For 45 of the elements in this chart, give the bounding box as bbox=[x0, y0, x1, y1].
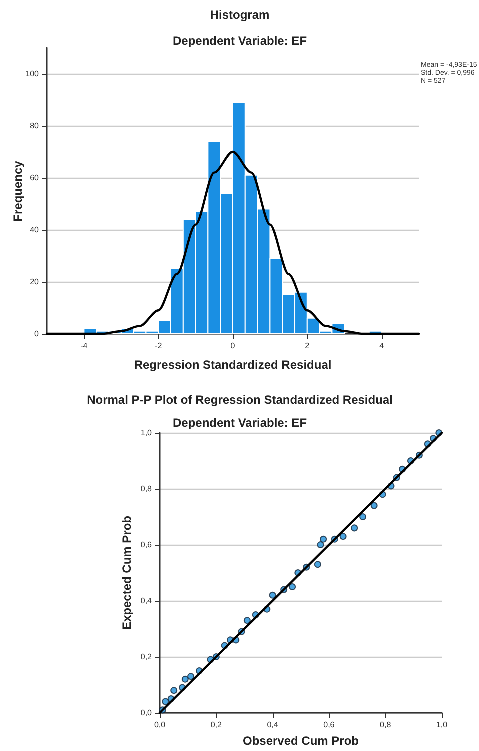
point bbox=[370, 502, 378, 510]
chart-title: Histogram bbox=[210, 8, 270, 22]
y-tick-label: 20 bbox=[30, 278, 40, 286]
y-tick-label: 1,0 bbox=[140, 428, 153, 438]
point bbox=[320, 536, 328, 543]
x-tick-label: 0,6 bbox=[324, 720, 336, 730]
point bbox=[314, 561, 322, 568]
y-tick-label: 0 bbox=[34, 330, 40, 338]
y-tick-label: 0,0 bbox=[140, 708, 153, 718]
x-tick-label: 0,2 bbox=[210, 720, 223, 730]
x-tick-label: 0 bbox=[230, 342, 236, 350]
y-tick-label: 60 bbox=[30, 174, 40, 182]
y-tick-label: 0,6 bbox=[140, 540, 153, 550]
y-axis-title: Frequency bbox=[11, 160, 25, 222]
point bbox=[269, 592, 276, 599]
point bbox=[162, 698, 170, 706]
x-tick-label: 0,4 bbox=[267, 720, 279, 730]
point bbox=[188, 673, 195, 680]
x-tick-label: 0,0 bbox=[154, 720, 166, 730]
point bbox=[244, 617, 251, 624]
point bbox=[340, 533, 347, 540]
chart-subtitle: Dependent Variable: EF bbox=[172, 416, 308, 430]
x-tick-label: 0,8 bbox=[380, 720, 392, 730]
y-tick-label: 0,8 bbox=[140, 484, 153, 494]
point bbox=[182, 676, 189, 683]
x-axis-title: Observed Cum Prob bbox=[242, 734, 360, 748]
y-tick-label: 0,2 bbox=[140, 652, 153, 662]
x-tick-label: 2 bbox=[305, 342, 310, 350]
y-tick-label: 100 bbox=[26, 70, 40, 78]
point bbox=[289, 584, 296, 590]
point bbox=[360, 514, 367, 520]
point bbox=[351, 524, 358, 532]
x-tick-label: -4 bbox=[80, 342, 88, 350]
y-axis-title: Expected Cum Prob bbox=[120, 516, 134, 630]
y-tick-label: 80 bbox=[30, 122, 40, 130]
chart-subtitle: Dependent Variable: EF bbox=[172, 34, 308, 48]
point bbox=[317, 542, 324, 548]
chart-title: Normal P-P Plot of Regression Standardized Residual bbox=[87, 393, 393, 407]
y-tick-label: 0,4 bbox=[140, 596, 153, 606]
y-tick-label: 40 bbox=[30, 226, 40, 234]
x-tick-label: 4 bbox=[380, 342, 385, 350]
x-tick-label: -2 bbox=[155, 342, 163, 350]
point bbox=[170, 687, 178, 694]
x-axis-title: Regression Standardized Residual bbox=[134, 358, 332, 372]
x-tick-label: 1,0 bbox=[436, 720, 448, 730]
